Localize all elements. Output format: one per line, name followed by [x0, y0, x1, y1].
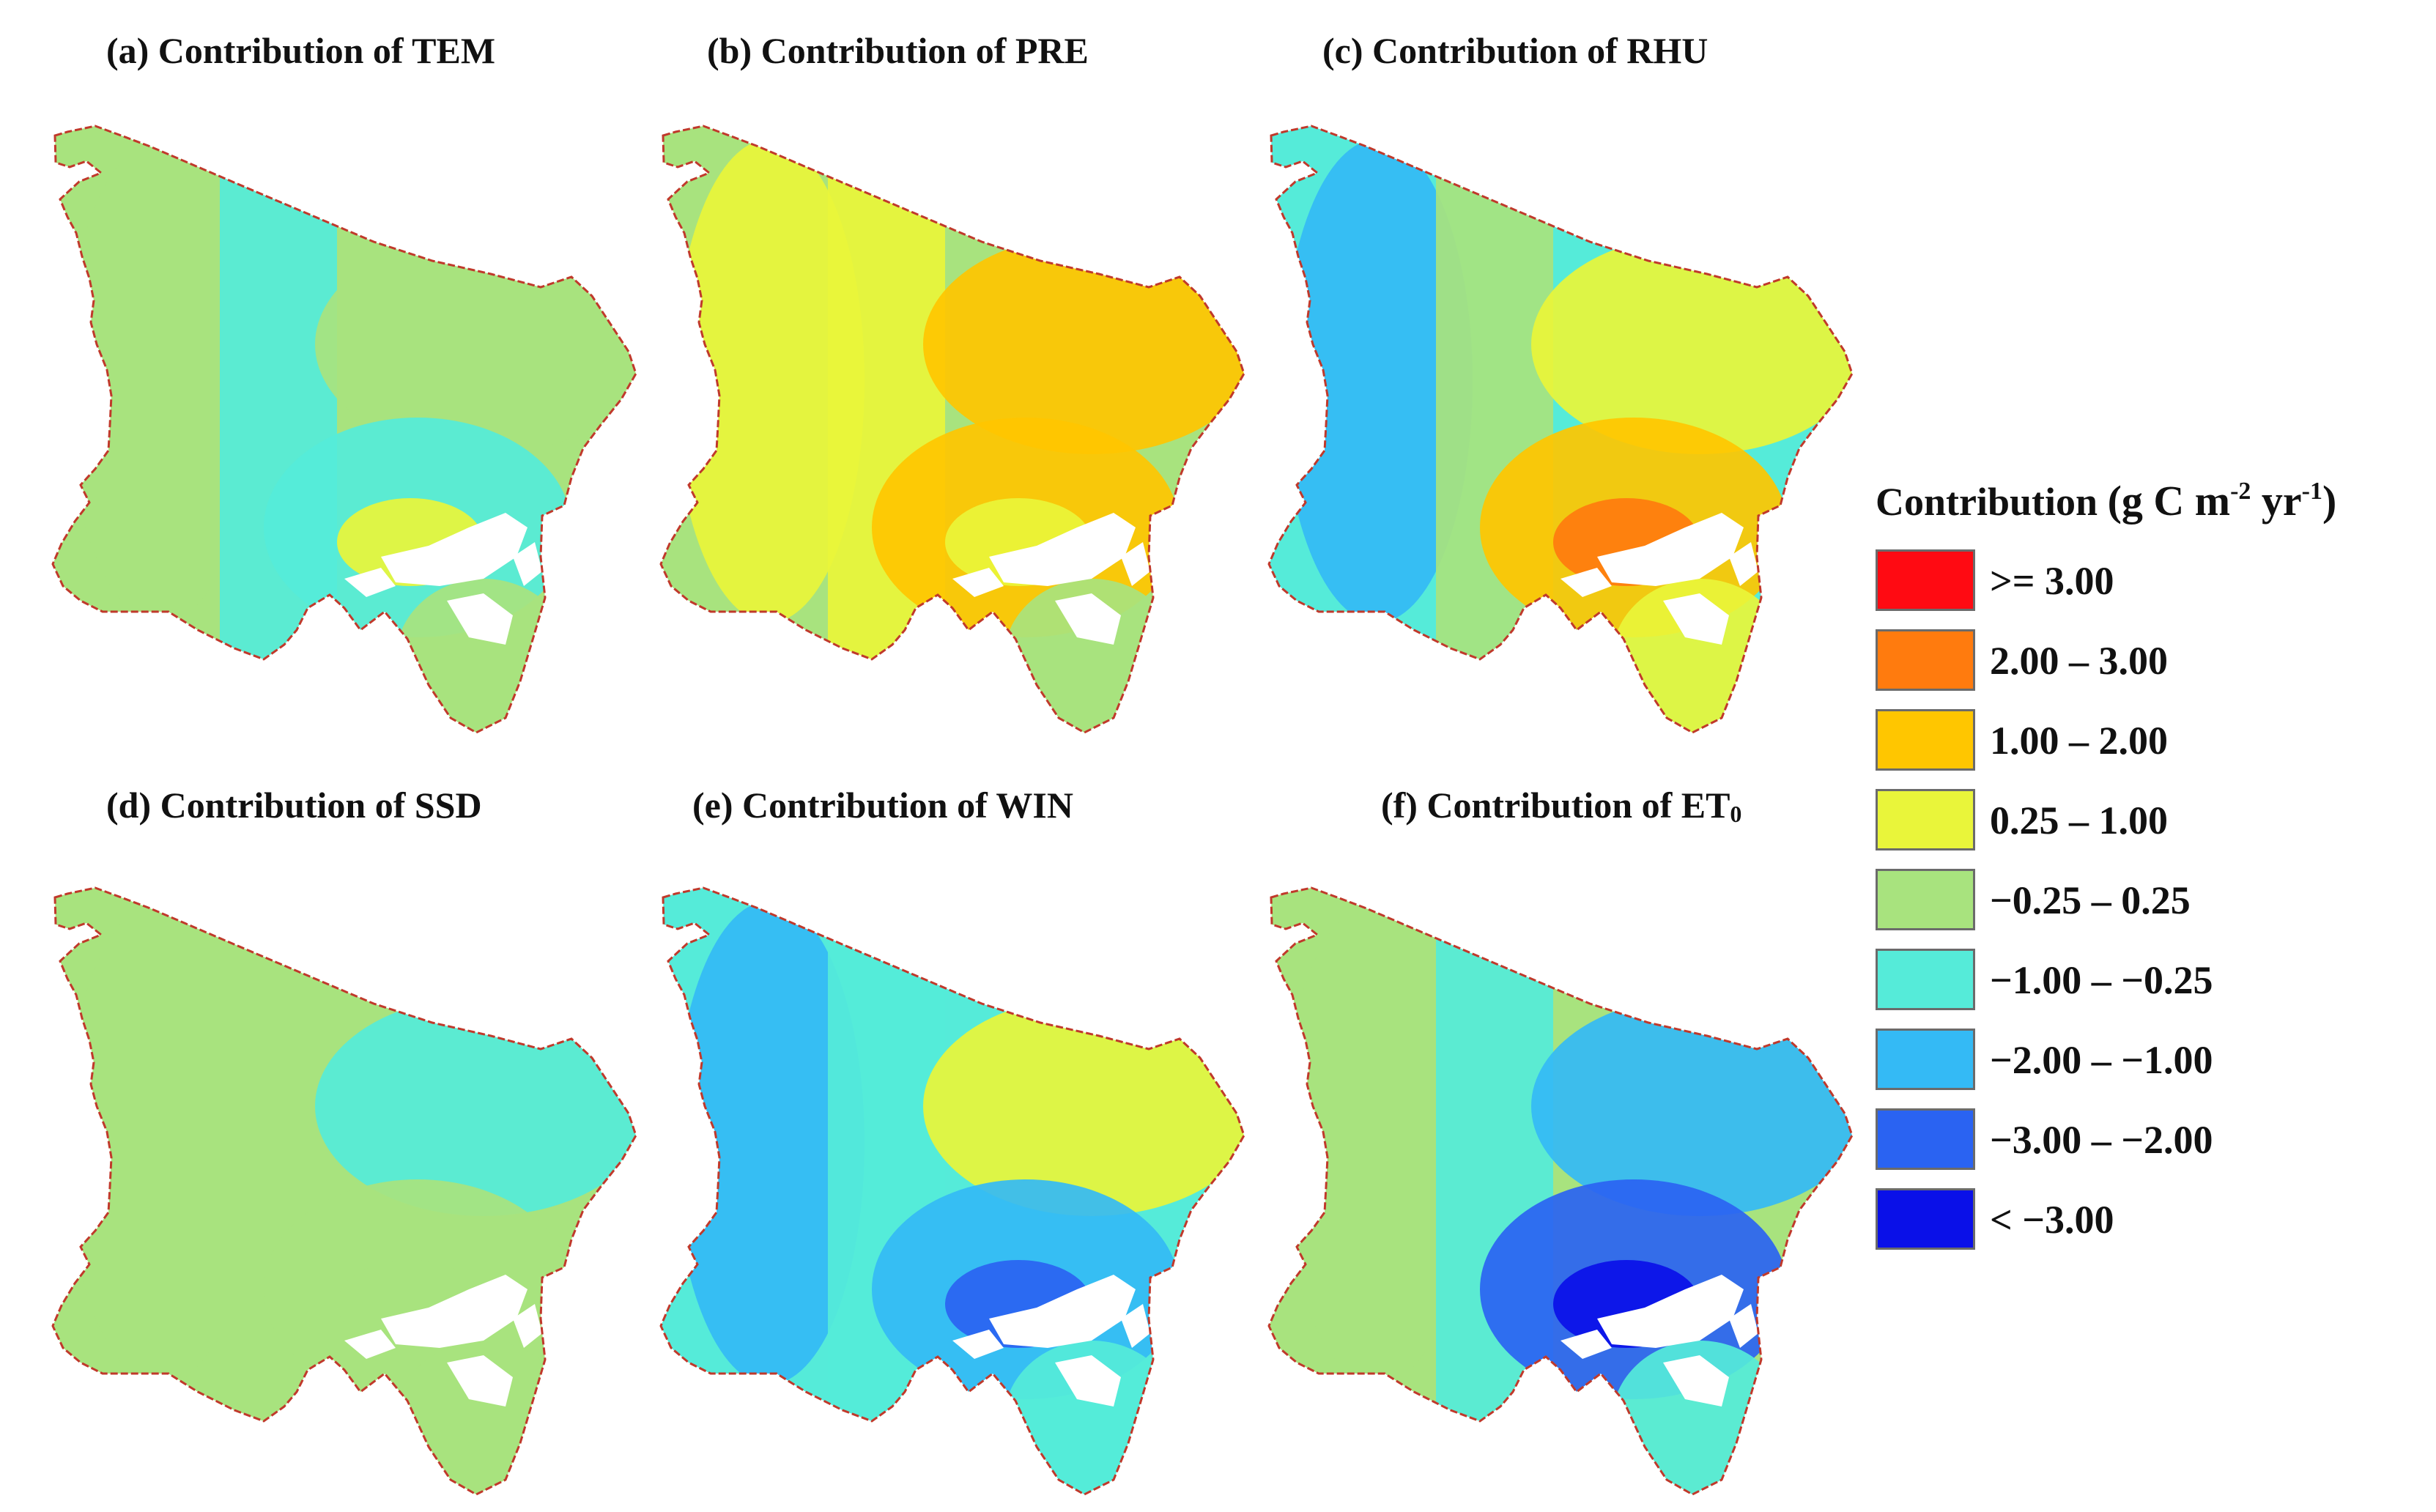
map-zone — [1436, 888, 1553, 1494]
legend-swatch — [1876, 709, 1975, 771]
legend-label: 0.25 – 1.00 — [1990, 798, 2168, 842]
no-data-patch — [1729, 1304, 1758, 1348]
legend-label: 1.00 – 2.00 — [1990, 719, 2168, 763]
map-zone — [923, 996, 1244, 1216]
legend-item: 2.00 – 3.00 — [1876, 629, 2388, 697]
no-data-patch — [952, 568, 1004, 597]
no-data-patch — [989, 513, 1136, 586]
no-data-patch — [989, 1275, 1136, 1348]
panel-title-d: (d) Contribution of SSD — [106, 785, 482, 826]
no-data-patch — [447, 1355, 513, 1407]
legend-item: < −3.00 — [1876, 1188, 2388, 1256]
map-ssd — [51, 886, 637, 1496]
legend-title: Contribution (g C m-2 yr-1) — [1876, 477, 2337, 525]
no-data-patch — [1663, 1355, 1729, 1407]
map-zone — [674, 901, 865, 1385]
region-boundary — [1267, 125, 1854, 734]
no-data-patch — [513, 1304, 542, 1348]
no-data-patch — [1121, 542, 1150, 586]
map-zone — [315, 234, 636, 454]
region-boundary — [1267, 886, 1854, 1496]
map-rhu — [1267, 125, 1854, 734]
no-data-patch — [381, 513, 527, 586]
legend-label: 2.00 – 3.00 — [1990, 639, 2168, 683]
legend-swatch — [1876, 549, 1975, 611]
no-data-patch — [1597, 1275, 1744, 1348]
no-data-patch — [447, 593, 513, 645]
map-fill — [53, 126, 636, 733]
legend-item: −1.00 – −0.25 — [1876, 949, 2388, 1016]
map-fill — [661, 888, 1244, 1494]
no-data-patch — [1055, 593, 1121, 645]
legend-item: −0.25 – 0.25 — [1876, 869, 2388, 936]
no-data-patch — [1121, 1304, 1150, 1348]
map-fill — [1269, 126, 1852, 733]
map-fill — [53, 888, 636, 1494]
legend-item: −2.00 – −1.00 — [1876, 1029, 2388, 1096]
legend-swatch — [1876, 1188, 1975, 1250]
map-zone — [1282, 901, 1473, 1385]
region-boundary — [659, 886, 1245, 1496]
legend-units: (g C m-2 yr-1) — [2107, 477, 2337, 525]
legend-label: −0.25 – 0.25 — [1990, 878, 2191, 922]
no-data-patch — [1561, 1330, 1612, 1359]
map-zone — [1531, 234, 1852, 454]
no-data-patch — [1055, 1355, 1121, 1407]
map-zone — [66, 901, 256, 1385]
legend: Contribution (g C m-2 yr-1) >= 3.00 2.00… — [1876, 476, 2337, 1250]
panel-title-f: (f) Contribution of ET0 — [1381, 785, 1742, 827]
legend-label: >= 3.00 — [1990, 559, 2114, 603]
map-fill — [661, 126, 1244, 733]
legend-item: 0.25 – 1.00 — [1876, 789, 2388, 856]
legend-item: >= 3.00 — [1876, 549, 2388, 617]
map-zone — [828, 126, 945, 733]
map-zone — [1531, 996, 1852, 1216]
legend-swatch — [1876, 1108, 1975, 1170]
map-zone — [66, 139, 256, 623]
legend-swatch — [1876, 789, 1975, 850]
map-zone — [1282, 139, 1473, 623]
no-data-patch — [1597, 513, 1744, 586]
panel-title-a: (a) Contribution of TEM — [106, 30, 496, 71]
region-boundary — [659, 125, 1245, 734]
map-zone — [674, 139, 865, 623]
map-et0 — [1267, 886, 1854, 1496]
legend-label: < −3.00 — [1990, 1198, 2114, 1242]
legend-label: −2.00 – −1.00 — [1990, 1038, 2213, 1082]
region-boundary — [51, 886, 637, 1496]
legend-swatch — [1876, 949, 1975, 1010]
no-data-patch — [1663, 593, 1729, 645]
no-data-patch — [344, 1330, 396, 1359]
map-zone — [923, 234, 1244, 454]
map-win — [659, 886, 1245, 1496]
legend-swatch — [1876, 629, 1975, 691]
map-zone — [315, 996, 636, 1216]
region-boundary — [51, 125, 637, 734]
panel-title-b: (b) Contribution of PRE — [707, 30, 1089, 71]
no-data-patch — [952, 1330, 1004, 1359]
legend-swatch — [1876, 869, 1975, 930]
map-zone — [828, 888, 945, 1494]
legend-label: −1.00 – −0.25 — [1990, 958, 2213, 1002]
legend-label: −3.00 – −2.00 — [1990, 1118, 2213, 1162]
no-data-patch — [1561, 568, 1612, 597]
legend-item: 1.00 – 2.00 — [1876, 709, 2388, 777]
legend-item: −3.00 – −2.00 — [1876, 1108, 2388, 1176]
map-pre — [659, 125, 1245, 734]
no-data-patch — [344, 568, 396, 597]
legend-swatch — [1876, 1029, 1975, 1090]
map-zone — [1436, 126, 1553, 733]
map-zone — [220, 888, 337, 1494]
map-fill — [1269, 888, 1852, 1494]
panel-title-e: (e) Contribution of WIN — [692, 785, 1073, 826]
no-data-patch — [513, 542, 542, 586]
no-data-patch — [1729, 542, 1758, 586]
no-data-patch — [381, 1275, 527, 1348]
map-tem — [51, 125, 637, 734]
map-zone — [220, 126, 337, 733]
panel-title-c: (c) Contribution of RHU — [1322, 30, 1708, 71]
